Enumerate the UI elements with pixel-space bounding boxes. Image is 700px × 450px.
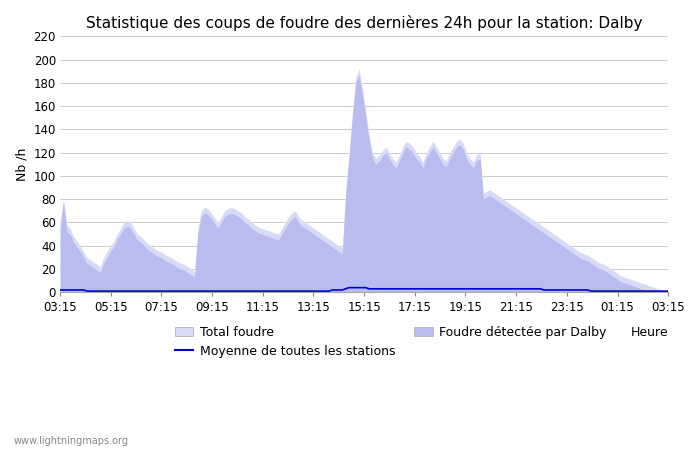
- Text: Heure: Heure: [631, 326, 668, 338]
- Y-axis label: Nb /h: Nb /h: [15, 148, 28, 181]
- Title: Statistique des coups de foudre des dernières 24h pour la station: Dalby: Statistique des coups de foudre des dern…: [86, 15, 643, 31]
- Text: www.lightningmaps.org: www.lightningmaps.org: [14, 436, 129, 446]
- Legend: Total foudre, Moyenne de toutes les stations, Foudre détectée par Dalby: Total foudre, Moyenne de toutes les stat…: [169, 320, 611, 363]
